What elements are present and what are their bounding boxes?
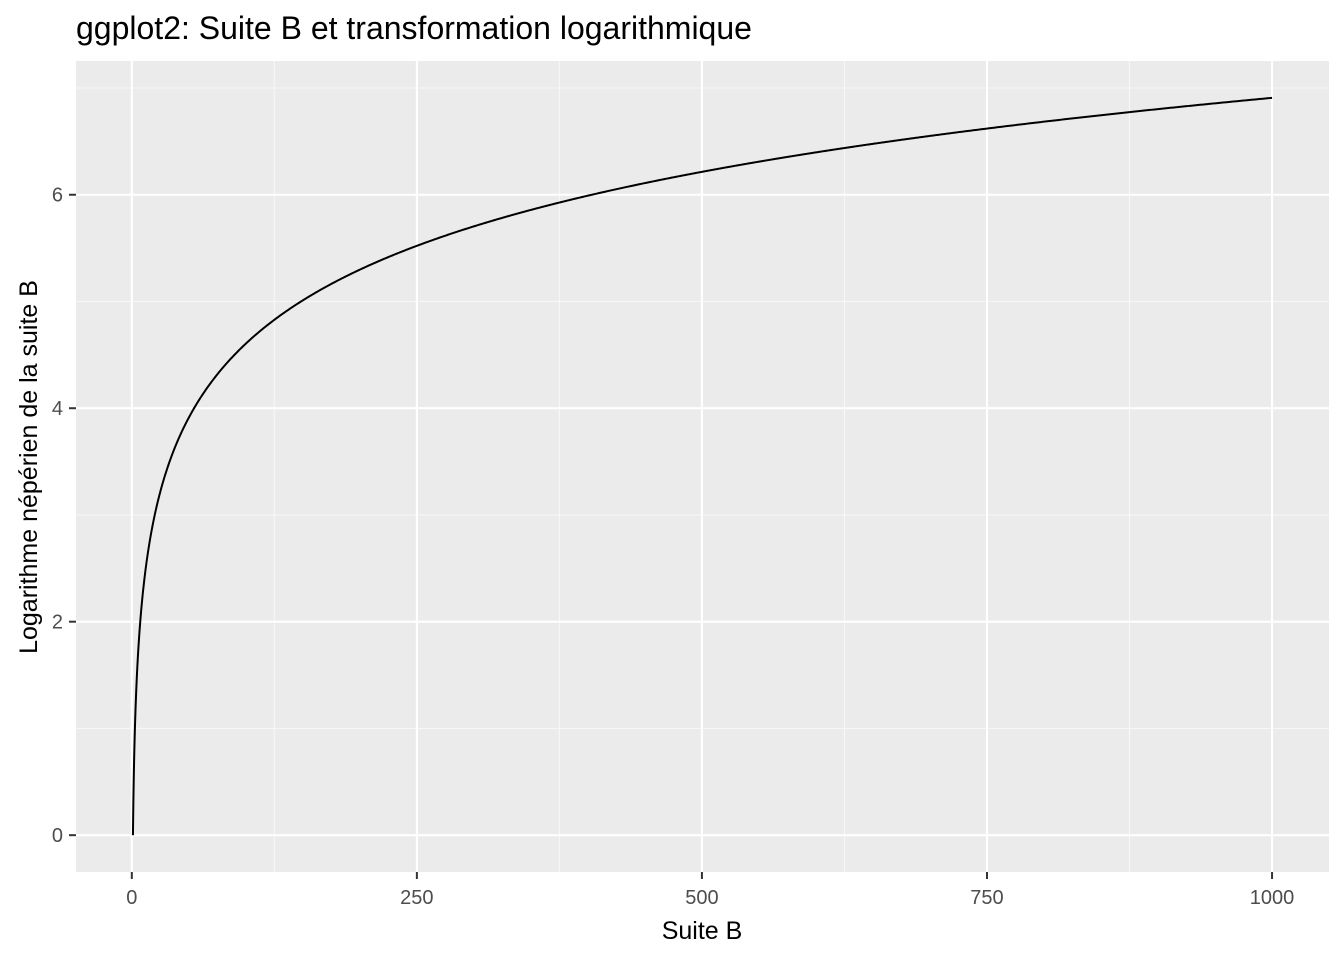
major-gridlines	[76, 61, 1329, 872]
chart-title: ggplot2: Suite B et transformation logar…	[76, 10, 752, 46]
series-line-ln	[131, 96, 1273, 836]
x-tick-label: 0	[126, 887, 137, 909]
y-axis-ticks: 0 2 4 6	[52, 185, 76, 847]
y-tick-label: 4	[52, 398, 63, 420]
y-tick-label: 2	[52, 612, 63, 634]
y-tick-label: 0	[52, 825, 63, 847]
x-axis-ticks: 0 250 500 750 1000	[126, 872, 1294, 909]
y-tick-label: 6	[52, 185, 63, 207]
x-tick-label: 250	[400, 887, 433, 909]
x-tick-label: 750	[970, 887, 1003, 909]
x-tick-label: 1000	[1250, 887, 1295, 909]
y-axis-title: Logarithme népérien de la suite B	[15, 280, 43, 654]
x-axis-title: Suite B	[662, 917, 743, 945]
x-tick-label: 500	[685, 887, 718, 909]
